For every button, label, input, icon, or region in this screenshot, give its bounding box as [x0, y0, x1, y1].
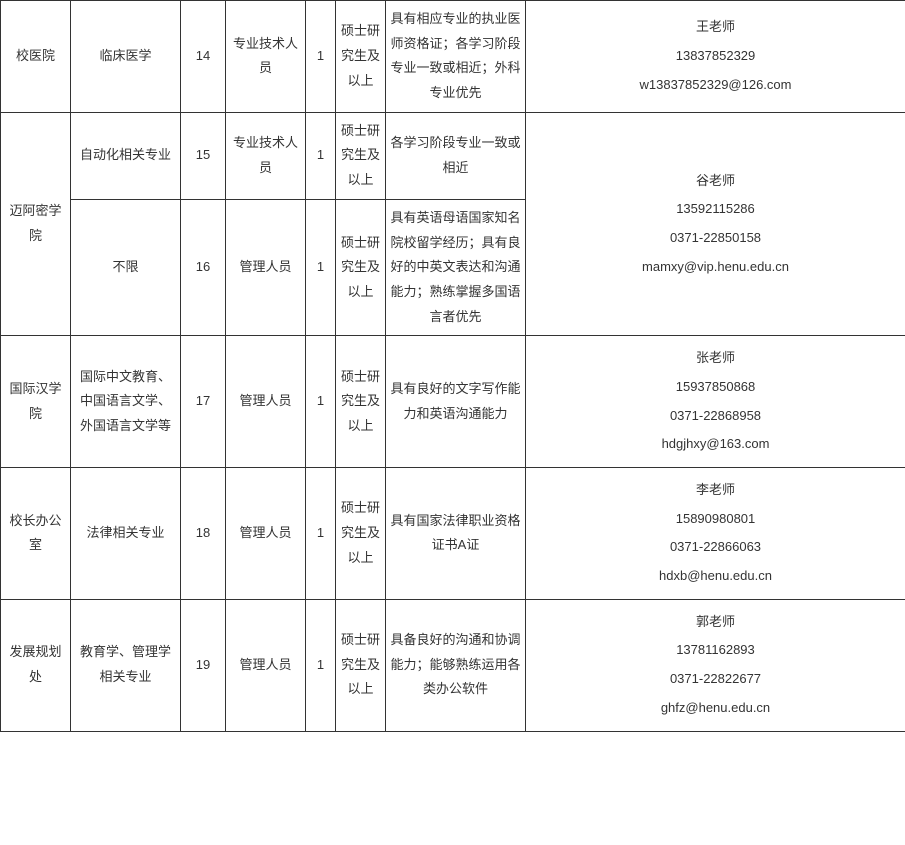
contact-line: 李老师	[530, 478, 901, 503]
contact-line: mamxy@vip.henu.edu.cn	[530, 255, 901, 280]
contact-line: 15937850868	[530, 375, 901, 400]
data-cell: 具有良好的文字写作能力和英语沟通能力	[386, 336, 526, 468]
data-cell: 管理人员	[226, 468, 306, 600]
contact-line: 张老师	[530, 346, 901, 371]
table-row: 迈阿密学院自动化相关专业15专业技术人员1硕士研究生及以上各学习阶段专业一致或相…	[1, 112, 905, 199]
contact-line: 13592115286	[530, 197, 901, 222]
data-cell: 16	[181, 199, 226, 335]
data-cell: 管理人员	[226, 599, 306, 731]
contact-line: 谷老师	[530, 169, 901, 194]
data-cell: 14	[181, 1, 226, 113]
data-cell: 教育学、管理学相关专业	[71, 599, 181, 731]
data-cell: 具备良好的沟通和协调能力；能够熟练运用各类办公软件	[386, 599, 526, 731]
dept-cell: 校长办公室	[1, 468, 71, 600]
data-cell: 临床医学	[71, 1, 181, 113]
table-row: 国际汉学院国际中文教育、中国语言文学、外国语言文学等17管理人员1硕士研究生及以…	[1, 336, 905, 468]
data-cell: 具有国家法律职业资格证书A证	[386, 468, 526, 600]
contact-line: 王老师	[530, 15, 901, 40]
contact-cell: 郭老师 13781162893 0371-22822677 ghfz@henu.edu…	[526, 599, 905, 731]
data-cell: 15	[181, 112, 226, 199]
table-row: 发展规划处教育学、管理学相关专业19管理人员1硕士研究生及以上具备良好的沟通和协…	[1, 599, 905, 731]
contact-cell: 李老师 15890980801 0371-22866063 hdxb@henu.edu…	[526, 468, 905, 600]
data-cell: 自动化相关专业	[71, 112, 181, 199]
data-cell: 不限	[71, 199, 181, 335]
data-cell: 管理人员	[226, 199, 306, 335]
contact-line: w13837852329@126.com	[530, 73, 901, 98]
contact-line: 0371-22822677	[530, 667, 901, 692]
data-cell: 硕士研究生及以上	[336, 468, 386, 600]
recruitment-table-container: 校医院临床医学14专业技术人员1硕士研究生及以上具有相应专业的执业医师资格证；各…	[0, 0, 905, 732]
data-cell: 1	[306, 199, 336, 335]
data-cell: 17	[181, 336, 226, 468]
data-cell: 硕士研究生及以上	[336, 336, 386, 468]
data-cell: 硕士研究生及以上	[336, 112, 386, 199]
dept-cell: 校医院	[1, 1, 71, 113]
contact-line: 0371-22866063	[530, 535, 901, 560]
contact-line: ghfz@henu.edu.cn	[530, 696, 901, 721]
data-cell: 硕士研究生及以上	[336, 1, 386, 113]
data-cell: 硕士研究生及以上	[336, 599, 386, 731]
contact-line: 13837852329	[530, 44, 901, 69]
data-cell: 具有英语母语国家知名院校留学经历；具有良好的中英文表达和沟通能力；熟练掌握多国语…	[386, 199, 526, 335]
contact-cell: 王老师 13837852329 w13837852329@126.com	[526, 1, 905, 113]
data-cell: 管理人员	[226, 336, 306, 468]
dept-cell: 迈阿密学院	[1, 112, 71, 336]
contact-line: 13781162893	[530, 638, 901, 663]
data-cell: 硕士研究生及以上	[336, 199, 386, 335]
data-cell: 1	[306, 468, 336, 600]
data-cell: 1	[306, 1, 336, 113]
dept-cell: 发展规划处	[1, 599, 71, 731]
table-row: 校长办公室法律相关专业18管理人员1硕士研究生及以上具有国家法律职业资格证书A证…	[1, 468, 905, 600]
contact-cell: 张老师 15937850868 0371-22868958 hdgjhxy@163.c…	[526, 336, 905, 468]
contact-line: hdgjhxy@163.com	[530, 432, 901, 457]
data-cell: 国际中文教育、中国语言文学、外国语言文学等	[71, 336, 181, 468]
data-cell: 1	[306, 112, 336, 199]
recruitment-table: 校医院临床医学14专业技术人员1硕士研究生及以上具有相应专业的执业医师资格证；各…	[0, 0, 905, 732]
data-cell: 专业技术人员	[226, 112, 306, 199]
contact-line: hdxb@henu.edu.cn	[530, 564, 901, 589]
data-cell: 专业技术人员	[226, 1, 306, 113]
contact-cell: 谷老师 13592115286 0371-22850158 mamxy@vip.hen…	[526, 112, 905, 336]
data-cell: 1	[306, 599, 336, 731]
data-cell: 各学习阶段专业一致或相近	[386, 112, 526, 199]
contact-line: 0371-22850158	[530, 226, 901, 251]
dept-cell: 国际汉学院	[1, 336, 71, 468]
data-cell: 19	[181, 599, 226, 731]
table-row: 校医院临床医学14专业技术人员1硕士研究生及以上具有相应专业的执业医师资格证；各…	[1, 1, 905, 113]
data-cell: 1	[306, 336, 336, 468]
data-cell: 法律相关专业	[71, 468, 181, 600]
contact-line: 郭老师	[530, 610, 901, 635]
data-cell: 18	[181, 468, 226, 600]
contact-line: 15890980801	[530, 507, 901, 532]
data-cell: 具有相应专业的执业医师资格证；各学习阶段专业一致或相近；外科专业优先	[386, 1, 526, 113]
contact-line: 0371-22868958	[530, 404, 901, 429]
